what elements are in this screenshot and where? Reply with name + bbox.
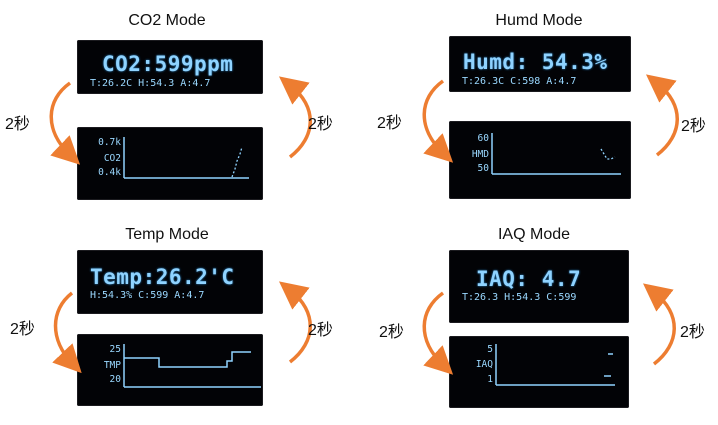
- iaq-right-interval: 2秒: [680, 324, 705, 341]
- iaq-left-interval: 2秒: [379, 324, 404, 341]
- iaq-main-reading: IAQ: 4.7: [476, 267, 582, 291]
- temp-trend-graph: [123, 344, 261, 388]
- temp-graph-trace: [124, 351, 251, 368]
- co2-left-arrow: [49, 81, 81, 165]
- co2-graph-screen: 0.7k CO2 0.4k: [77, 127, 263, 200]
- temp-left-arrow: [52, 291, 82, 374]
- co2-mode-title: CO2 Mode: [128, 12, 206, 29]
- temp-graph-top-label: 25: [109, 344, 121, 355]
- humd-left-arrow: [422, 79, 454, 163]
- co2-right-arrow: [278, 76, 312, 159]
- iaq-mode-title: IAQ Mode: [497, 226, 571, 243]
- temp-sub-reading: H:54.3% C:599 A:4.7: [90, 290, 205, 301]
- temp-main-screen: Temp:26.2'C H:54.3% C:599 A:4.7: [77, 250, 263, 314]
- humd-graph-mid-label: HMD: [471, 149, 489, 160]
- co2-main-reading: CO2:599ppm: [102, 52, 234, 76]
- iaq-graph-screen: 5 IAQ 1: [449, 336, 629, 408]
- co2-trend-graph: [123, 137, 249, 179]
- co2-graph-bottom-label: 0.4k: [98, 167, 121, 178]
- humd-sub-reading: T:26.3C C:598 A:4.7: [462, 76, 577, 87]
- humd-graph-top-label: 60: [477, 133, 489, 144]
- co2-graph-top-label: 0.7k: [98, 137, 121, 148]
- iaq-right-arrow: [642, 283, 676, 366]
- temp-graph-screen: 25 TMP 20: [77, 334, 263, 406]
- temp-right-arrow: [278, 281, 312, 364]
- temp-mode-title: Temp Mode: [125, 226, 209, 243]
- iaq-main-screen: IAQ: 4.7 T:26.3 H:54.3 C:599: [449, 250, 629, 323]
- temp-graph-bottom-label: 20: [109, 374, 121, 385]
- co2-graph-mid-label: CO2: [103, 153, 121, 164]
- humd-main-reading: Humd: 54.3%: [463, 50, 608, 74]
- co2-sub-reading: T:26.2C H:54.3 A:4.7: [90, 78, 211, 89]
- humd-left-interval: 2秒: [377, 115, 402, 132]
- humd-right-interval: 2秒: [681, 118, 706, 135]
- co2-left-interval: 2秒: [5, 116, 30, 133]
- temp-right-interval: 2秒: [308, 322, 333, 339]
- humd-graph-trace: [600, 148, 616, 160]
- iaq-sub-reading: T:26.3 H:54.3 C:599: [462, 292, 577, 303]
- iaq-graph-mid-label: IAQ: [475, 359, 493, 370]
- co2-main-screen: CO2:599ppm T:26.2C H:54.3 A:4.7: [77, 40, 263, 94]
- humd-trend-graph: [491, 133, 621, 175]
- iaq-graph-top-label: 5: [487, 344, 493, 355]
- iaq-graph-bottom-label: 1: [487, 374, 493, 385]
- iaq-trend-graph: [495, 344, 615, 386]
- humd-main-screen: Humd: 54.3% T:26.3C C:598 A:4.7: [449, 36, 631, 92]
- co2-right-interval: 2秒: [308, 116, 333, 133]
- temp-main-reading: Temp:26.2'C: [90, 265, 235, 289]
- iaq-left-arrow: [422, 291, 454, 375]
- humd-mode-title: Humd Mode: [495, 12, 583, 29]
- humd-graph-bottom-label: 50: [477, 163, 489, 174]
- humd-graph-screen: 60 HMD 50: [449, 121, 631, 199]
- temp-graph-mid-label: TMP: [103, 360, 121, 371]
- temp-left-interval: 2秒: [10, 321, 35, 338]
- co2-graph-trace: [231, 146, 243, 178]
- humd-right-arrow: [645, 74, 679, 157]
